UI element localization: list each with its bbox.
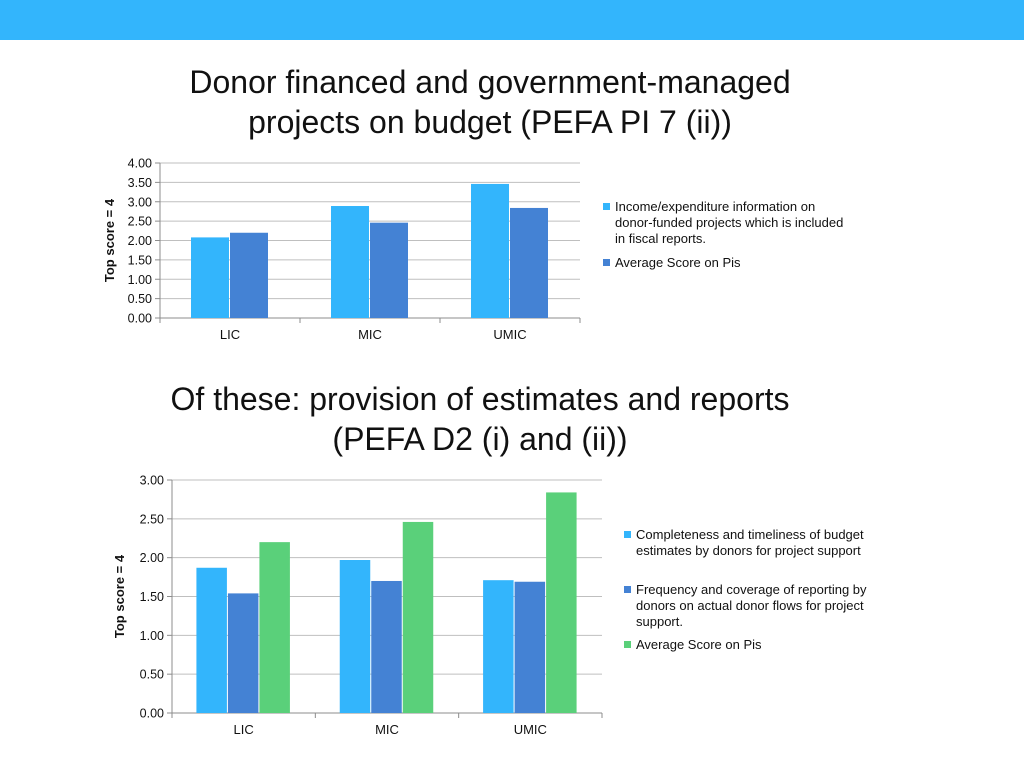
chart-2-y-tick-label: 2.00	[140, 551, 164, 565]
chart-2-y-tick-label: 0.00	[140, 707, 164, 721]
chart-2-x-tick-label: LIC	[234, 722, 254, 737]
chart-2-y-tick-label: 0.50	[140, 668, 164, 682]
chart-2-y-tick-label: 3.00	[140, 474, 164, 488]
chart-1-legend-label: Average Score on Pis	[615, 255, 741, 270]
chart-2-bar	[371, 580, 402, 713]
chart-2-x-tick-label: UMIC	[514, 722, 547, 737]
chart-1-title-line-1: Donor financed and government-managed	[189, 64, 791, 100]
chart-2-bar	[402, 521, 434, 713]
chart-2-legend: Completeness and timeliness of budget es…	[624, 527, 894, 653]
chart-2-bar	[483, 580, 514, 713]
legend-swatch	[603, 203, 610, 210]
chart-1-y-tick-label: 1.00	[128, 273, 152, 287]
chart-2-bar	[259, 542, 290, 713]
chart-1-x-tick-label: UMIC	[493, 327, 526, 342]
chart-1-x-tick-label: MIC	[358, 327, 382, 342]
chart-2-y-tick-label: 1.00	[140, 629, 164, 643]
chart-1-y-tick-label: 3.00	[128, 195, 152, 209]
chart-1-y-axis-label: Top score = 4	[102, 198, 117, 282]
chart-2-y-tick-label: 1.50	[140, 590, 164, 604]
legend-swatch	[624, 641, 631, 648]
chart-1-bar	[471, 183, 509, 318]
chart-2-x-tick-label: MIC	[375, 722, 399, 737]
legend-swatch	[624, 531, 631, 538]
legend-swatch	[603, 259, 610, 266]
chart-1-y-tick-label: 0.50	[128, 292, 152, 306]
chart-2-y-axis-label: Top score = 4	[112, 554, 127, 638]
chart-1-x-tick-label: LIC	[220, 327, 240, 342]
chart-1-y-tick-label: 2.00	[128, 234, 152, 248]
chart-2-bar	[339, 559, 371, 713]
chart-2-bar	[227, 593, 259, 713]
legend-swatch	[624, 586, 631, 593]
chart-2-legend-label: Average Score on Pis	[636, 637, 762, 652]
chart-1-bar	[191, 237, 229, 318]
chart-2-legend-label: Completeness and timeliness of budget es…	[636, 527, 864, 558]
chart-2-title-line-2: (PEFA D2 (i) and (ii))	[332, 421, 628, 457]
chart-2-legend-item: Average Score on Pis	[624, 637, 894, 653]
chart-2-bar	[514, 581, 546, 713]
chart-2-legend-label: Frequency and coverage of reporting by d…	[636, 582, 867, 629]
chart-2-legend-item: Frequency and coverage of reporting by d…	[624, 582, 894, 630]
chart-2-title: Of these: provision of estimates and rep…	[120, 379, 840, 459]
chart-1-legend-label: Income/expenditure information on donor-…	[615, 199, 844, 246]
chart-1-y-tick-label: 0.00	[128, 312, 152, 326]
chart-1-bar	[510, 207, 548, 318]
chart-1-title-line-2: projects on budget (PEFA PI 7 (ii))	[248, 104, 732, 140]
chart-2-bar	[196, 567, 227, 713]
chart-1-y-tick-label: 2.50	[128, 215, 152, 229]
chart-1-legend: Income/expenditure information on donor-…	[603, 199, 853, 271]
header-bar	[0, 0, 1024, 40]
chart-1-title: Donor financed and government-managed pr…	[140, 62, 840, 142]
chart-1-bar	[331, 206, 369, 318]
chart-2-bar	[546, 492, 577, 713]
chart-1-y-tick-label: 1.50	[128, 253, 152, 267]
chart-1-y-tick-label: 3.50	[128, 176, 152, 190]
chart-1-y-tick-label: 4.00	[128, 157, 152, 171]
chart-2-title-line-1: Of these: provision of estimates and rep…	[170, 381, 790, 417]
chart-2-legend-item: Completeness and timeliness of budget es…	[624, 527, 894, 559]
chart-1-bar	[370, 222, 408, 318]
chart-2-y-tick-label: 2.50	[140, 512, 164, 526]
chart-1-legend-item: Income/expenditure information on donor-…	[603, 199, 853, 247]
chart-1-legend-item: Average Score on Pis	[603, 255, 853, 271]
chart-1-bar	[230, 232, 268, 318]
